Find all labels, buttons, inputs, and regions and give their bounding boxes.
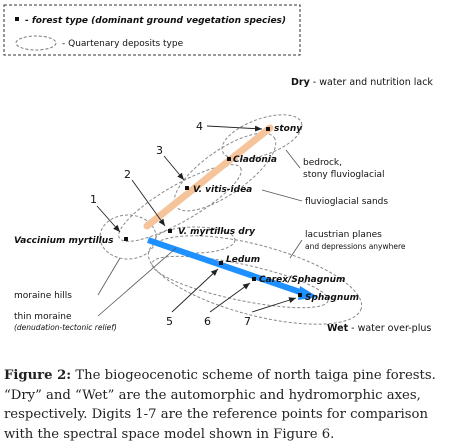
point-number-3: 3 (156, 144, 163, 157)
point-myrtillus-dry (168, 229, 172, 233)
biogeocenotic-diagram: - forest type (dominant ground vegetatio… (3, 4, 433, 334)
label-carex: Carex/Sphagnum (259, 275, 345, 285)
legend-forest-type: - forest type (dominant ground vegetatio… (25, 16, 286, 26)
zone-myrtillus-dry (154, 226, 236, 254)
label-myrtillus-dry: V. myrtillus dry (178, 227, 256, 237)
label-thin-moraine: thin moraine (14, 312, 72, 322)
wet-axis-label: Wet - water over-plus (327, 323, 431, 334)
label-moraine-hills: moraine hills (14, 291, 72, 301)
label-vitis: V. vitis-idea (193, 185, 252, 195)
wet-axis (147, 237, 318, 300)
point-sphagnum (298, 293, 302, 297)
legend-point-marker (15, 17, 19, 21)
zone-stony (221, 114, 303, 160)
label-lacustrian-2: and depressions anywhere (305, 242, 406, 251)
reference-arrows (96, 125, 297, 313)
point-stony (266, 127, 270, 131)
label-fluvio: fluvioglacial sands (305, 197, 388, 207)
label-sphagnum: Sphagnum (305, 293, 359, 303)
figure-caption: Figure 2: The biogeocenotic scheme of no… (4, 366, 452, 444)
label-ledum: Ledum (226, 255, 260, 265)
label-stony: stony (274, 124, 303, 134)
zone-wet-lower (151, 255, 329, 309)
species-points (124, 127, 302, 297)
label-cladonia: Cladonia (233, 155, 277, 165)
label-bedrock-2: stony fluvioglacial (303, 170, 385, 180)
point-number-2: 2 (124, 168, 131, 181)
legend: - forest type (dominant ground vegetatio… (3, 4, 301, 56)
zone-cladonia (173, 132, 277, 212)
point-cladonia (227, 157, 231, 161)
legend-dashed-ellipse (15, 35, 57, 51)
point-number-7: 7 (244, 315, 251, 328)
point-number-4: 4 (196, 120, 203, 133)
label-lacustrian-1: lacustrian planes (305, 230, 382, 240)
legend-deposits-type: - Quartenary deposits type (62, 39, 184, 49)
deposit-leaders (97, 149, 303, 317)
deposit-zones (99, 114, 363, 325)
label-bedrock-1: bedrock, (303, 158, 342, 168)
dry-axis (143, 124, 274, 230)
point-number-1: 1 (90, 193, 97, 206)
point-number-5: 5 (166, 315, 173, 328)
point-number-6: 6 (204, 315, 211, 328)
dry-axis-label: Dry - water and nutrition lack (291, 77, 433, 88)
label-denudation: (denudation-tectonic relief) (14, 323, 117, 332)
point-carex (252, 277, 256, 281)
zone-wet-big (147, 235, 363, 325)
caption-label: Figure 2: (4, 368, 72, 383)
label-vaccinium: Vaccinium myrtillus (14, 236, 114, 246)
point-ledum (219, 261, 223, 265)
zone-vitis (118, 164, 242, 242)
point-vitis (185, 186, 189, 190)
caption-text: The biogeocenotic scheme of north taiga … (4, 368, 436, 442)
point-vaccinium (124, 237, 128, 241)
